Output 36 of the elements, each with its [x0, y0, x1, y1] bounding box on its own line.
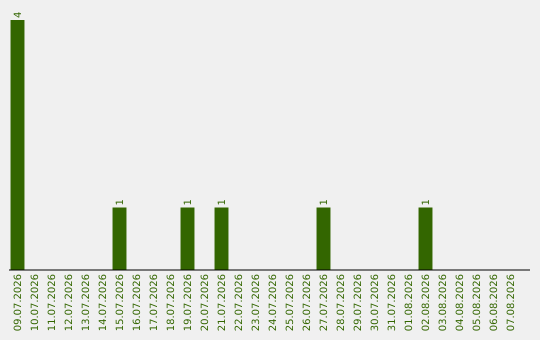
data-label: 1	[217, 199, 228, 206]
data-label: 1	[115, 199, 126, 206]
x-tick-label: 19.07.2026	[183, 274, 194, 332]
x-tick-label: 15.07.2026	[115, 274, 126, 332]
x-tick-label: 11.07.2026	[47, 274, 58, 332]
x-tick-label: 06.08.2026	[489, 274, 500, 332]
x-tick-label: 18.07.2026	[166, 274, 177, 332]
data-label: 1	[183, 199, 194, 206]
x-tick-label: 04.08.2026	[455, 274, 466, 332]
x-tick-label: 14.07.2026	[98, 274, 109, 332]
x-tick-label: 16.07.2026	[132, 274, 143, 332]
data-label: 4	[13, 12, 24, 18]
x-tick-label: 24.07.2026	[268, 274, 279, 332]
x-tick-label: 01.08.2026	[404, 274, 415, 332]
x-tick-label: 13.07.2026	[81, 274, 92, 332]
x-tick-label: 23.07.2026	[251, 274, 262, 332]
x-tick-label: 30.07.2026	[370, 274, 381, 332]
x-tick-label: 03.08.2026	[438, 274, 449, 332]
x-tick-label: 07.08.2026	[506, 274, 517, 332]
x-tick-label: 20.07.2026	[200, 274, 211, 332]
x-tick-label: 29.07.2026	[353, 274, 364, 332]
x-tick-label: 22.07.2026	[234, 274, 245, 332]
data-label: 1	[319, 199, 330, 206]
x-tick-label: 02.08.2026	[421, 274, 432, 332]
x-tick-label: 21.07.2026	[217, 274, 228, 332]
x-tick-label: 28.07.2026	[336, 274, 347, 332]
x-tick-label: 17.07.2026	[149, 274, 160, 332]
data-label: 1	[421, 199, 432, 206]
x-tick-label: 26.07.2026	[302, 274, 313, 332]
x-tick-label: 25.07.2026	[285, 274, 296, 332]
x-tick-label: 31.07.2026	[387, 274, 398, 332]
x-tick-label: 10.07.2026	[30, 274, 41, 332]
x-tick-label: 12.07.2026	[64, 274, 75, 332]
x-tick-label: 09.07.2026	[13, 274, 24, 332]
x-tick-label: 27.07.2026	[319, 274, 330, 332]
x-tick-label: 05.08.2026	[472, 274, 483, 332]
